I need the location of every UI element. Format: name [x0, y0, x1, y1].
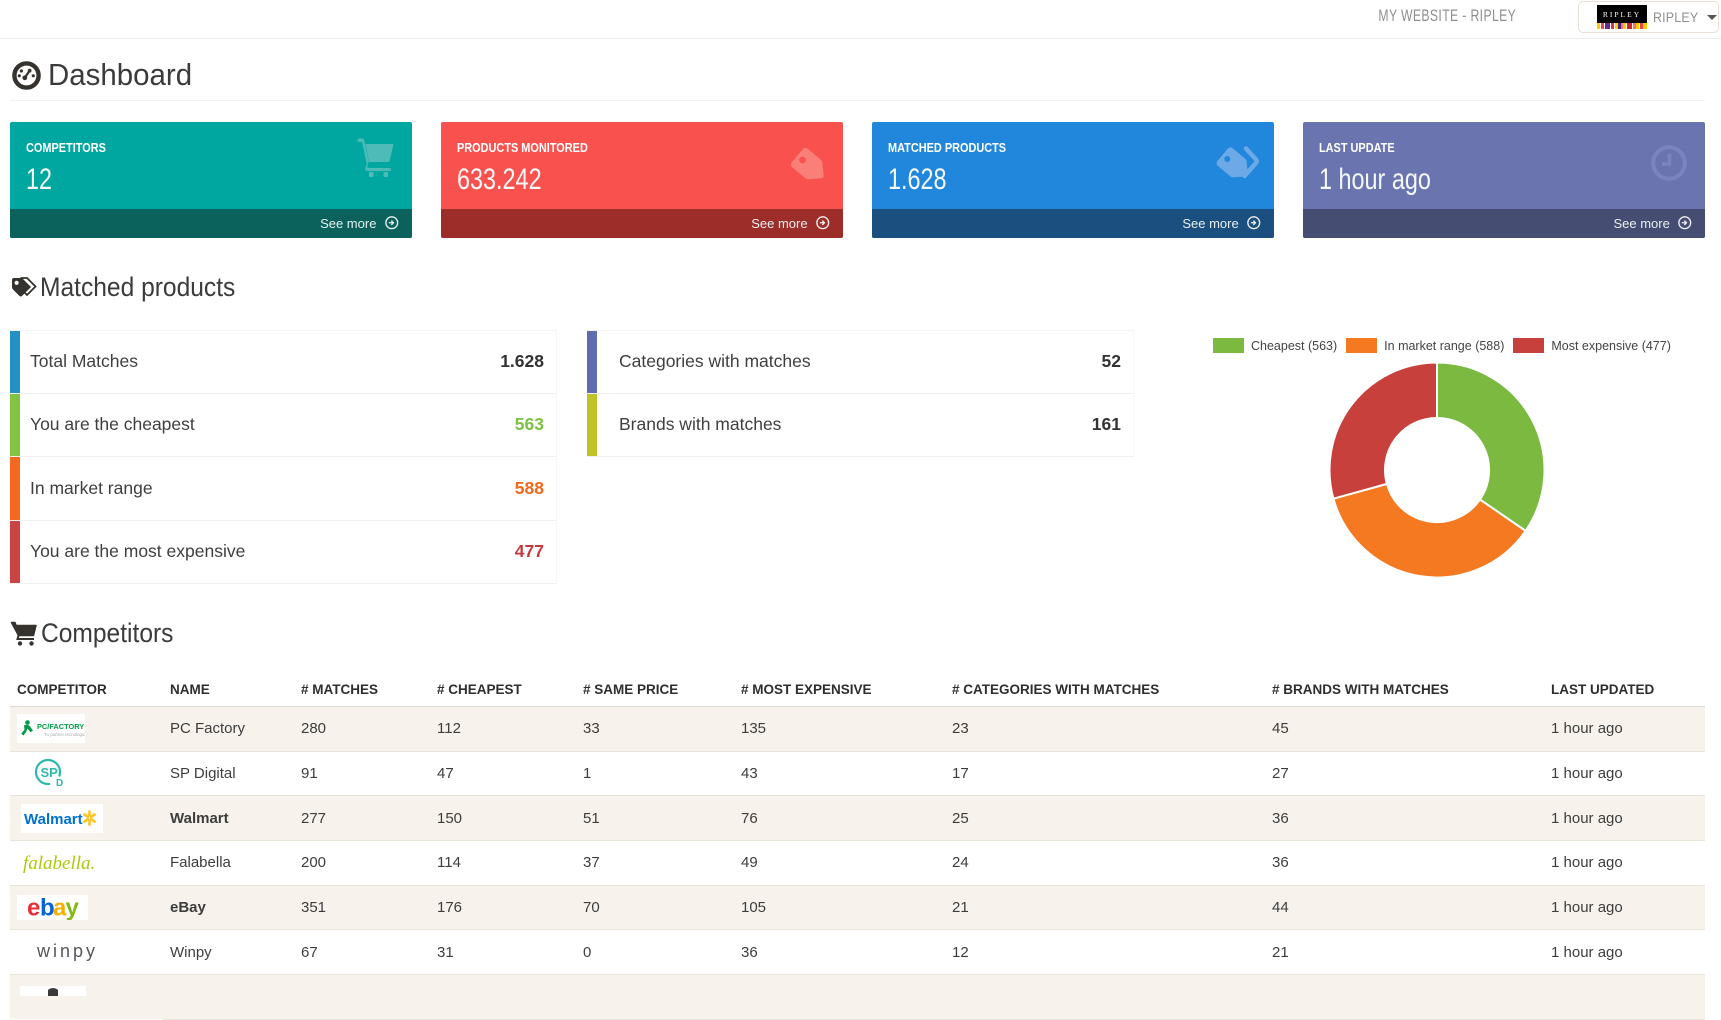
svg-text:Walmart: Walmart — [24, 811, 83, 828]
svg-text:Tu partner tecnológico: Tu partner tecnológico — [44, 732, 85, 737]
svg-text:PC/FACTORY: PC/FACTORY — [37, 722, 84, 731]
svg-text:D: D — [56, 778, 63, 789]
svg-text:winpy: winpy — [36, 941, 98, 961]
svg-text:SP: SP — [41, 765, 59, 780]
svg-text:falabella.: falabella. — [23, 853, 95, 874]
svg-text:ebay: ebay — [27, 895, 80, 920]
